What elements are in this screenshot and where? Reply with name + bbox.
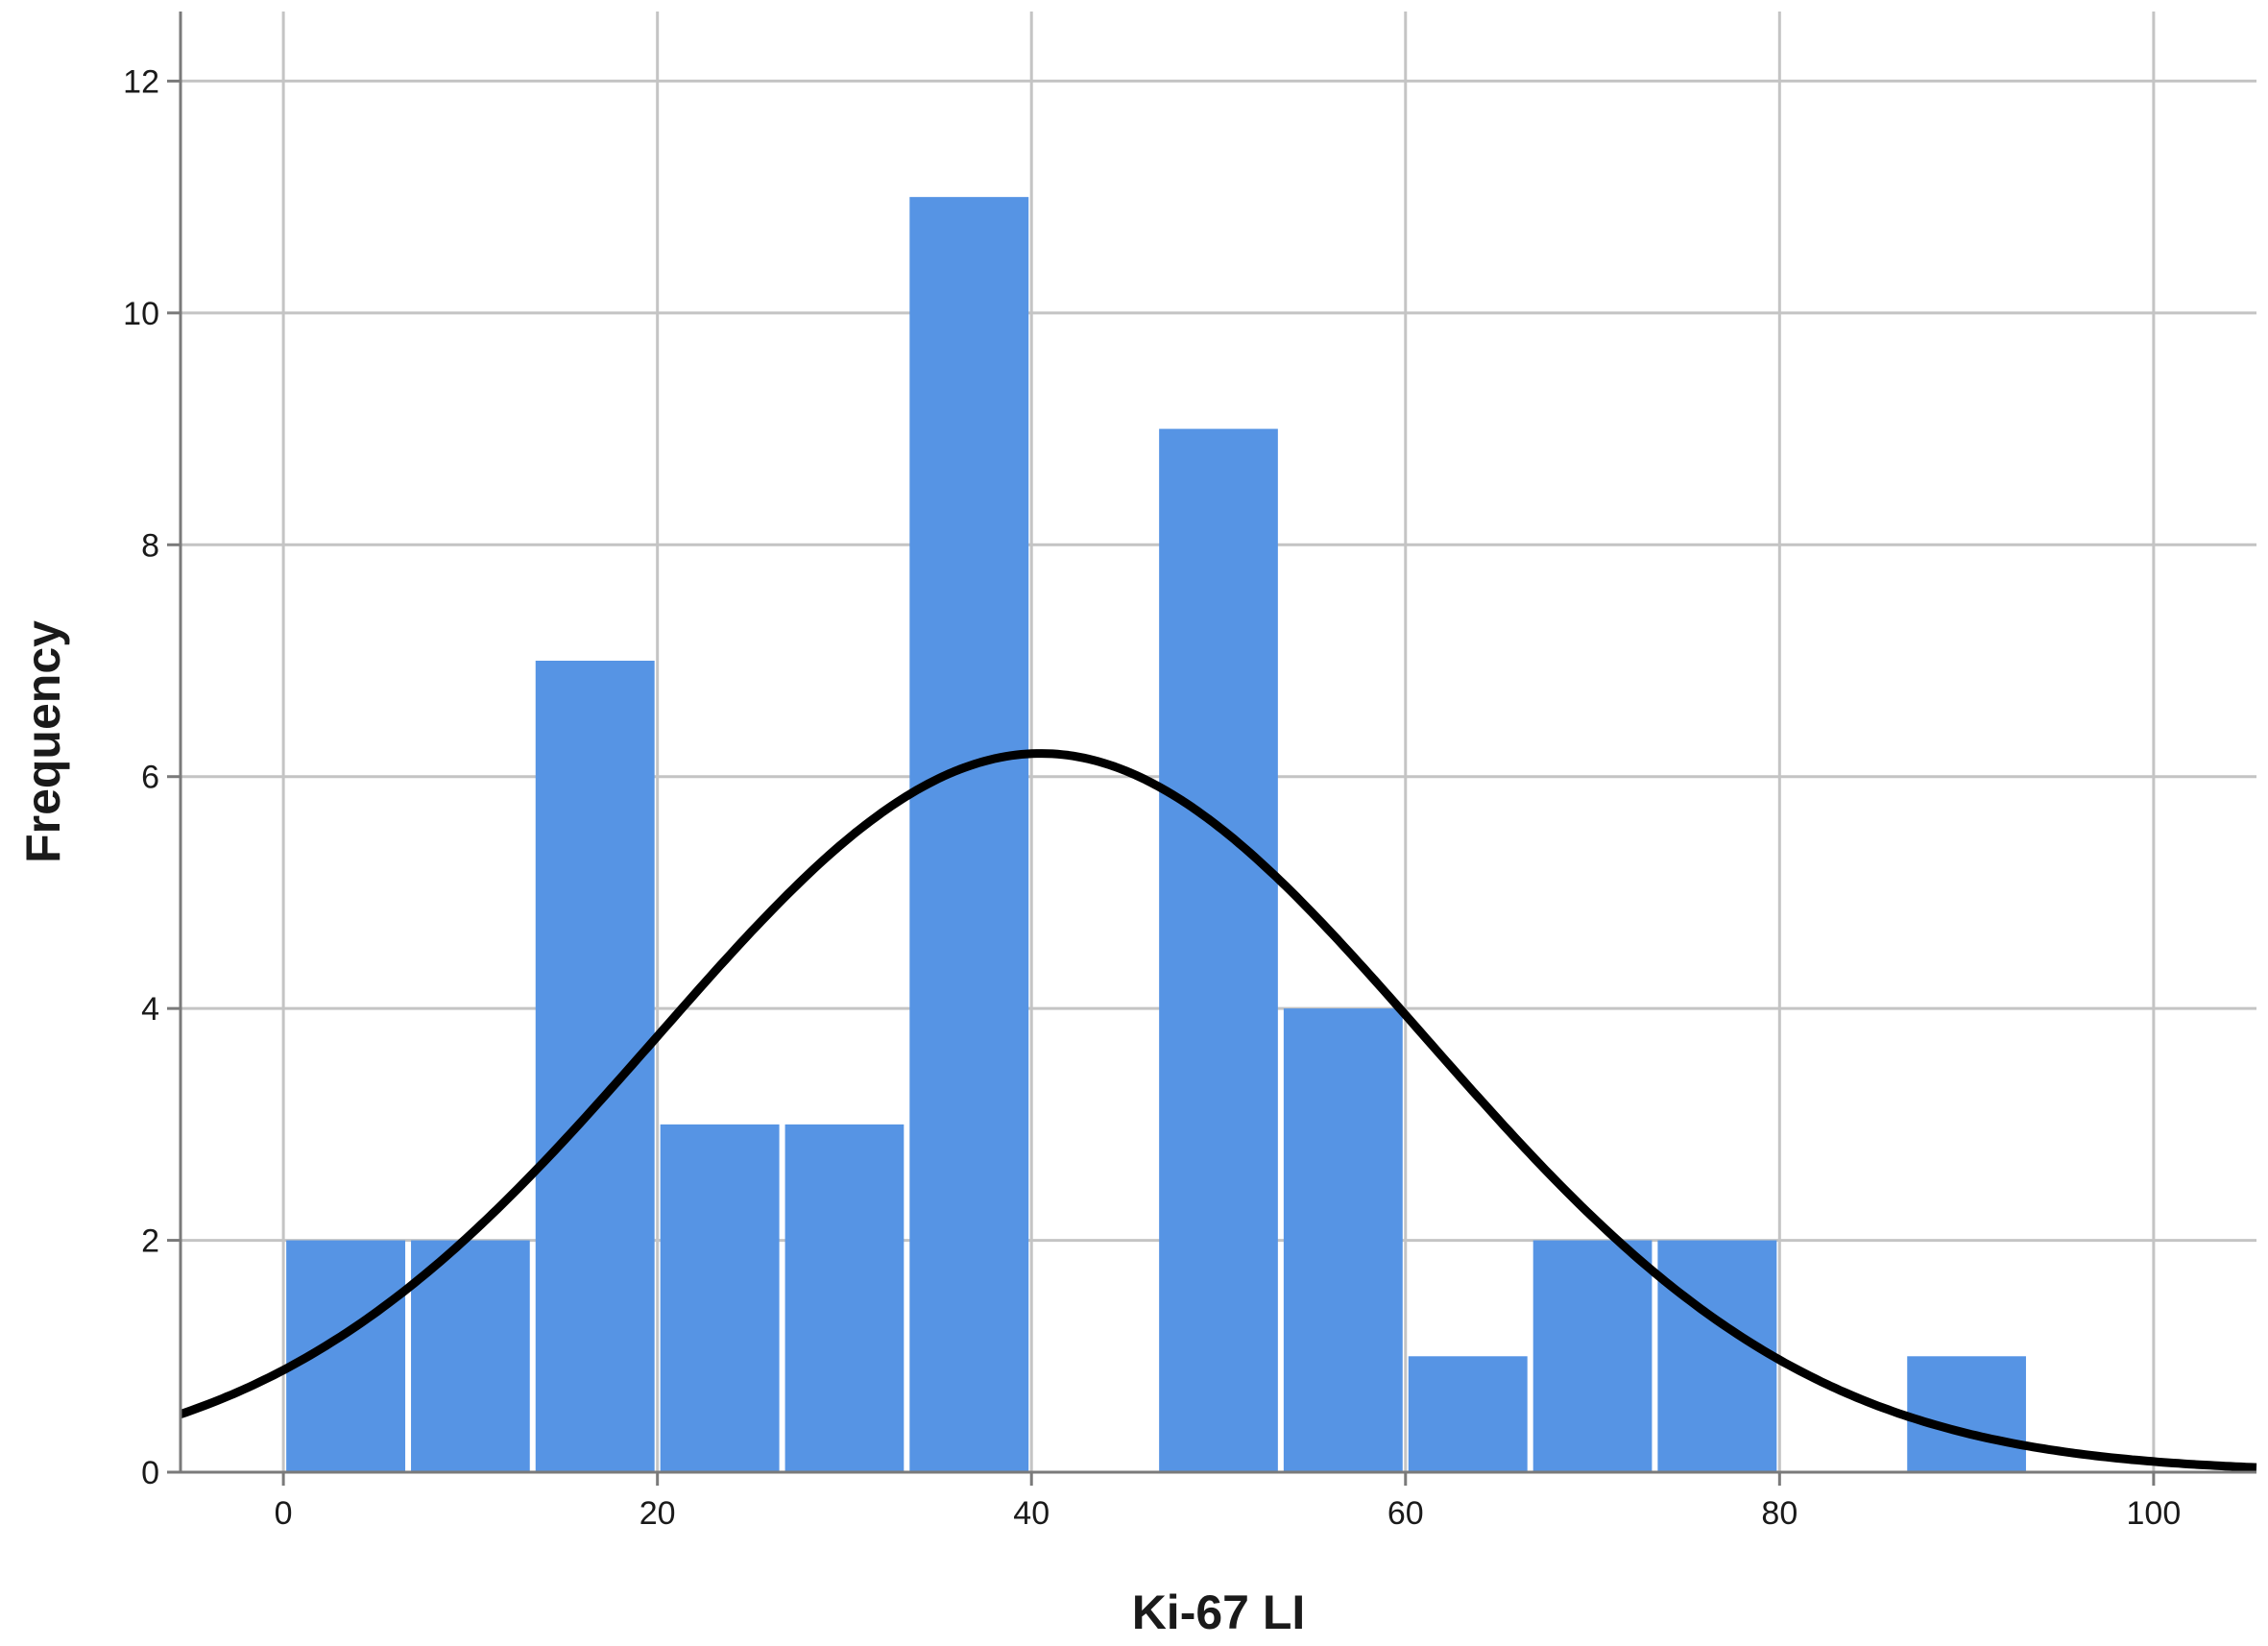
histogram-bars xyxy=(286,197,2026,1473)
histogram-bar-12 xyxy=(1657,1240,1777,1472)
x-tick-label-100: 100 xyxy=(2127,1495,2182,1532)
y-tick-label-12: 12 xyxy=(123,63,159,100)
histogram-bar-2 xyxy=(411,1240,530,1472)
grid-lines xyxy=(181,12,2256,1472)
histogram-bar-6 xyxy=(909,197,1029,1473)
y-axis-title: Frequency xyxy=(16,620,70,863)
tick-labels: 0 2 4 6 8 10 12 0 20 40 60 80 100 xyxy=(123,63,2181,1532)
histogram-bar-10 xyxy=(1408,1356,1528,1472)
histogram-bar-11 xyxy=(1532,1240,1653,1472)
x-tick-label-40: 40 xyxy=(1013,1495,1050,1532)
y-tick-label-8: 8 xyxy=(141,527,159,564)
y-tick-label-0: 0 xyxy=(141,1455,159,1491)
x-axis-title: Ki-67 LI xyxy=(1132,1585,1306,1639)
y-tick-label-4: 4 xyxy=(141,991,159,1028)
y-tick-label-10: 10 xyxy=(123,296,159,332)
histogram-bar-4 xyxy=(660,1124,780,1472)
y-tick-label-6: 6 xyxy=(141,760,159,796)
histogram-bar-14 xyxy=(1907,1356,2026,1472)
normal-curve xyxy=(179,749,2257,1472)
histogram-bar-5 xyxy=(784,1124,905,1472)
histogram-bar-3 xyxy=(535,661,655,1472)
y-tick-label-2: 2 xyxy=(141,1223,159,1260)
x-tick-label-0: 0 xyxy=(275,1495,293,1532)
x-tick-label-20: 20 xyxy=(639,1495,676,1532)
normal-curve-layer xyxy=(179,749,2257,1472)
x-tick-label-80: 80 xyxy=(1761,1495,1798,1532)
x-tick-label-60: 60 xyxy=(1387,1495,1424,1532)
histogram-bar-8 xyxy=(1159,428,1278,1473)
axes xyxy=(167,12,2256,1486)
histogram-bar-9 xyxy=(1283,1008,1403,1472)
